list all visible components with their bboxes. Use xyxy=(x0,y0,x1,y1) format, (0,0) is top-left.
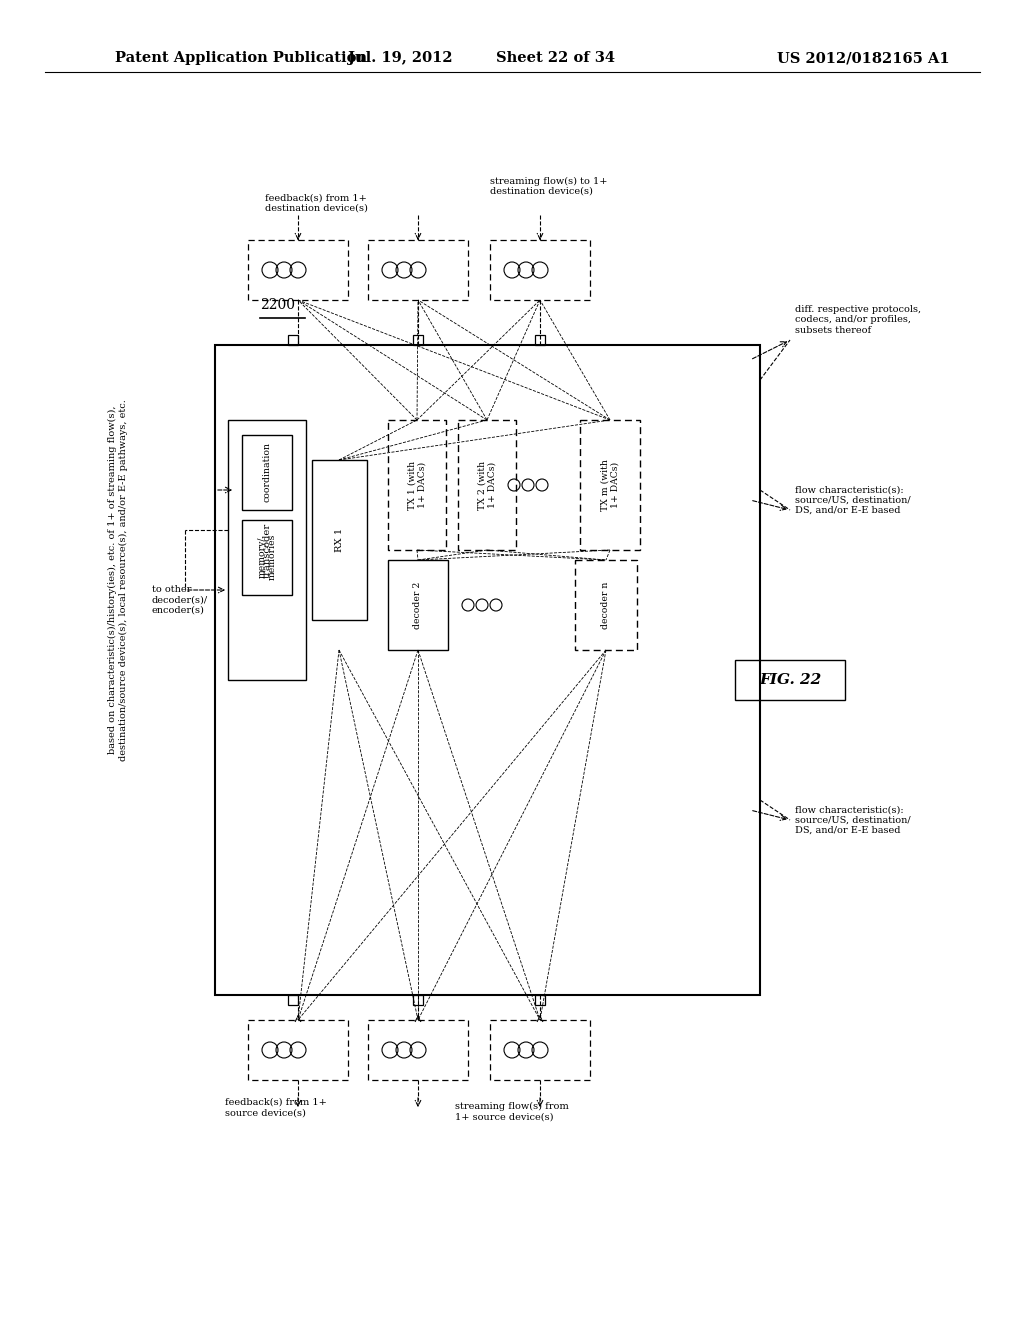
Bar xyxy=(242,520,292,595)
Bar xyxy=(575,560,637,649)
Text: Patent Application Publication: Patent Application Publication xyxy=(115,51,367,65)
Text: TX 1 (with
1+ DACs): TX 1 (with 1+ DACs) xyxy=(408,461,427,510)
Bar xyxy=(228,420,306,680)
Text: transcoder: transcoder xyxy=(262,523,271,578)
Bar xyxy=(535,995,545,1005)
Text: coordination: coordination xyxy=(262,442,271,502)
Bar xyxy=(388,560,449,649)
Text: decoder n: decoder n xyxy=(601,581,610,628)
Bar xyxy=(368,240,468,300)
Text: flow characteristic(s):
source/US, destination/
DS, and/or E-E based: flow characteristic(s): source/US, desti… xyxy=(795,486,910,515)
Text: streaming flow(s) to 1+
destination device(s): streaming flow(s) to 1+ destination devi… xyxy=(490,177,607,195)
Bar xyxy=(388,420,446,550)
Bar xyxy=(312,459,367,620)
Bar xyxy=(413,335,423,345)
Bar xyxy=(490,1020,590,1080)
Text: US 2012/0182165 A1: US 2012/0182165 A1 xyxy=(777,51,950,65)
Text: RX 1: RX 1 xyxy=(335,528,343,552)
Text: Sheet 22 of 34: Sheet 22 of 34 xyxy=(496,51,614,65)
Text: feedback(s) from 1+
source device(s): feedback(s) from 1+ source device(s) xyxy=(225,1098,327,1118)
Bar xyxy=(368,1020,468,1080)
Text: decoder 2: decoder 2 xyxy=(414,581,423,628)
Text: TX 2 (with
1+ DACs): TX 2 (with 1+ DACs) xyxy=(477,461,497,510)
Bar xyxy=(248,240,348,300)
Text: based on characteristic(s)/history(ies), etc. of 1+ of streaming flow(s),
destin: based on characteristic(s)/history(ies),… xyxy=(109,399,128,760)
Bar xyxy=(242,436,292,510)
Text: feedback(s) from 1+
destination device(s): feedback(s) from 1+ destination device(s… xyxy=(265,194,368,213)
Text: Jul. 19, 2012: Jul. 19, 2012 xyxy=(348,51,453,65)
Bar xyxy=(215,345,760,995)
Bar xyxy=(458,420,516,550)
Text: TX m (with
1+ DACs): TX m (with 1+ DACs) xyxy=(600,459,620,511)
Text: FIG. 22: FIG. 22 xyxy=(759,673,821,686)
Bar xyxy=(490,240,590,300)
Text: to other
decoder(s)/
encoder(s): to other decoder(s)/ encoder(s) xyxy=(152,585,208,615)
Bar xyxy=(580,420,640,550)
Bar xyxy=(248,1020,348,1080)
Bar xyxy=(288,335,298,345)
Text: flow characteristic(s):
source/US, destination/
DS, and/or E-E based: flow characteristic(s): source/US, desti… xyxy=(795,805,910,836)
Text: diff. respective protocols,
codecs, and/or profiles,
subsets thereof: diff. respective protocols, codecs, and/… xyxy=(795,305,922,335)
Text: streaming flow(s) from
1+ source device(s): streaming flow(s) from 1+ source device(… xyxy=(455,1102,568,1122)
Text: 2200: 2200 xyxy=(260,298,295,312)
Bar xyxy=(735,660,845,700)
Bar xyxy=(288,995,298,1005)
Text: memory/
memories: memory/ memories xyxy=(257,533,276,581)
Bar xyxy=(535,335,545,345)
Bar xyxy=(413,995,423,1005)
